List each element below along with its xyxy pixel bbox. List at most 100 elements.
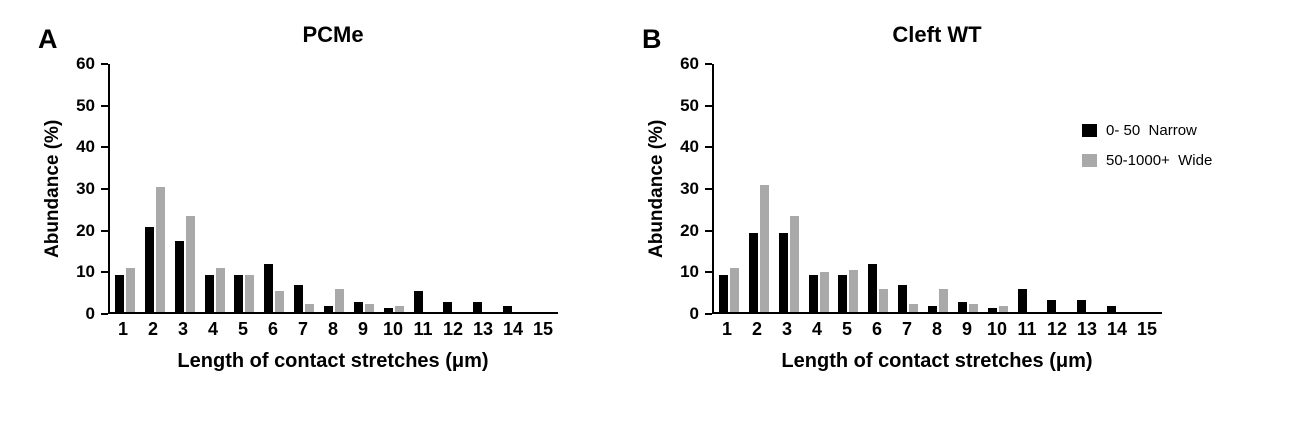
bar-0--50-narrow-9: [957, 301, 967, 312]
x-tick-label-7: 7: [297, 319, 308, 339]
bar-0--50-narrow-4: [808, 274, 818, 312]
x-tick-label-11: 11: [413, 319, 433, 339]
bar-group-6: [259, 64, 289, 312]
y-tick-mark: [705, 313, 712, 315]
y-tick-mark: [101, 229, 108, 232]
x-tick-label-7: 7: [901, 319, 912, 339]
y-tick-mark: [101, 313, 108, 315]
bar-0--50-narrow-11: [1017, 289, 1027, 312]
bar-0--50-narrow-4: [204, 274, 214, 312]
bar-50-1000+-wide-8: [938, 289, 948, 312]
x-tick-label-12: 12: [442, 319, 464, 339]
bar-50-1000+-wide-5: [245, 274, 255, 312]
x-tick-label-6: 6: [871, 319, 882, 339]
panel-letter-b: B: [642, 24, 662, 54]
x-tick-label-8: 8: [931, 319, 942, 339]
bar-group-4: [200, 64, 230, 312]
x-tick-label-9: 9: [357, 319, 368, 339]
plot-row: 0 10 20 30 40 50 60: [68, 54, 558, 323]
bar-0--50-narrow-13: [1077, 299, 1087, 312]
bar-0--50-narrow-13: [473, 301, 483, 312]
bar-0--50-narrow-6: [264, 264, 274, 312]
y-tick-label: 10: [76, 262, 95, 282]
x-tick-label-11: 11: [1017, 319, 1037, 339]
bar-0--50-narrow-2: [748, 232, 758, 312]
bar-group-4: [804, 64, 834, 312]
x-tick-label-15: 15: [1136, 319, 1158, 339]
axis-area: 0 10 20 30 40 50 60 1 2 3 4 5 6 7 8 9 10 11 12 13 14 15 Length…: [68, 54, 558, 373]
y-tick-mark: [705, 63, 712, 65]
bar-50-1000+-wide-4: [819, 272, 829, 312]
y-tick-mark: [705, 104, 712, 107]
x-axis-label: Length of contact stretches (μm): [177, 350, 489, 372]
legend: 0- 50 Narrow 50-1000+ Wide: [1082, 122, 1212, 182]
bar-group-7: [289, 64, 319, 312]
y-tick-label: 20: [680, 220, 699, 240]
bar-0--50-narrow-2: [144, 226, 154, 312]
bar-0--50-narrow-3: [174, 241, 184, 312]
legend-label-narrow: 0- 50 Narrow: [1106, 122, 1197, 139]
y-tick-label: 50: [76, 95, 95, 115]
bar-0--50-narrow-10: [383, 307, 393, 312]
bar-group-3: [774, 64, 804, 312]
bar-0--50-narrow-6: [868, 264, 878, 312]
y-tick-label: 40: [680, 137, 699, 157]
x-tick-label-1: 1: [117, 319, 128, 339]
y-axis: 0 10 20 30 40 50 60: [672, 54, 712, 323]
y-tick-mark: [101, 146, 108, 149]
bar-50-1000+-wide-7: [909, 303, 919, 312]
y-tick-mark: [101, 63, 108, 65]
x-tick-label-4: 4: [811, 319, 822, 339]
x-tick-label-10: 10: [382, 319, 404, 339]
bar-0--50-narrow-8: [927, 305, 937, 312]
bar-0--50-narrow-1: [114, 274, 124, 312]
bar-0--50-narrow-5: [838, 274, 848, 312]
bar-0--50-narrow-12: [1047, 299, 1057, 312]
x-tick-label-4: 4: [207, 319, 218, 339]
y-axis-label: Abundance (%): [646, 119, 667, 259]
y-axis: 0 10 20 30 40 50 60: [68, 54, 108, 323]
x-tick-label-13: 13: [1076, 319, 1098, 339]
bar-group-5: [833, 64, 863, 312]
bar-group-8: [923, 64, 953, 312]
bar-group-12: [438, 64, 468, 312]
axis-area: 0 10 20 30 40 50 60 1 2 3 4 5 6 7 8 9 10 11 12 13 14 15 Length…: [672, 54, 1162, 373]
x-tick-label-9: 9: [961, 319, 972, 339]
bar-group-12: [1042, 64, 1072, 312]
bar-group-1: [714, 64, 744, 312]
y-tick-mark: [101, 188, 108, 190]
x-tick-labels: 1 2 3 4 5 6 7 8 9 10 11 12 13 14 15: [712, 319, 1162, 340]
x-tick-label-10: 10: [986, 319, 1008, 339]
y-tick-label: 40: [76, 137, 95, 157]
panel-b: B Cleft WT Abundance (%) 0 10 20 30 40 50 60 1 2 3…: [642, 10, 1232, 373]
y-tick-label: 10: [680, 262, 699, 282]
bar-50-1000+-wide-2: [759, 184, 769, 312]
x-tick-label-1: 1: [721, 319, 732, 339]
x-tick-label-13: 13: [472, 319, 494, 339]
x-tick-label-3: 3: [177, 319, 188, 339]
plot-row: 0 10 20 30 40 50 60: [672, 54, 1162, 323]
bar-0--50-narrow-14: [503, 305, 513, 312]
bar-group-5: [229, 64, 259, 312]
x-tick-label-15: 15: [532, 319, 554, 339]
bar-0--50-narrow-5: [234, 274, 244, 312]
bar-50-1000+-wide-9: [968, 303, 978, 312]
bar-group-2: [140, 64, 170, 312]
bar-50-1000+-wide-10: [998, 305, 1008, 312]
bar-group-13: [1072, 64, 1102, 312]
bar-group-14: [498, 64, 528, 312]
bar-group-6: [863, 64, 893, 312]
y-tick-mark: [705, 146, 712, 149]
x-tick-label-12: 12: [1046, 319, 1068, 339]
y-tick-label: 60: [76, 54, 95, 73]
x-tick-label-8: 8: [327, 319, 338, 339]
bar-0--50-narrow-8: [323, 305, 333, 312]
x-axis-label: Length of contact stretches (μm): [781, 350, 1093, 372]
panel-title-cleft-wt: Cleft WT: [892, 22, 982, 47]
x-tick-label-14: 14: [1106, 319, 1128, 339]
y-tick-mark: [705, 271, 712, 274]
x-tick-label-5: 5: [237, 319, 248, 339]
y-tick-mark: [705, 188, 712, 190]
plot-area: [108, 64, 558, 314]
y-axis-label: Abundance (%): [42, 119, 63, 259]
